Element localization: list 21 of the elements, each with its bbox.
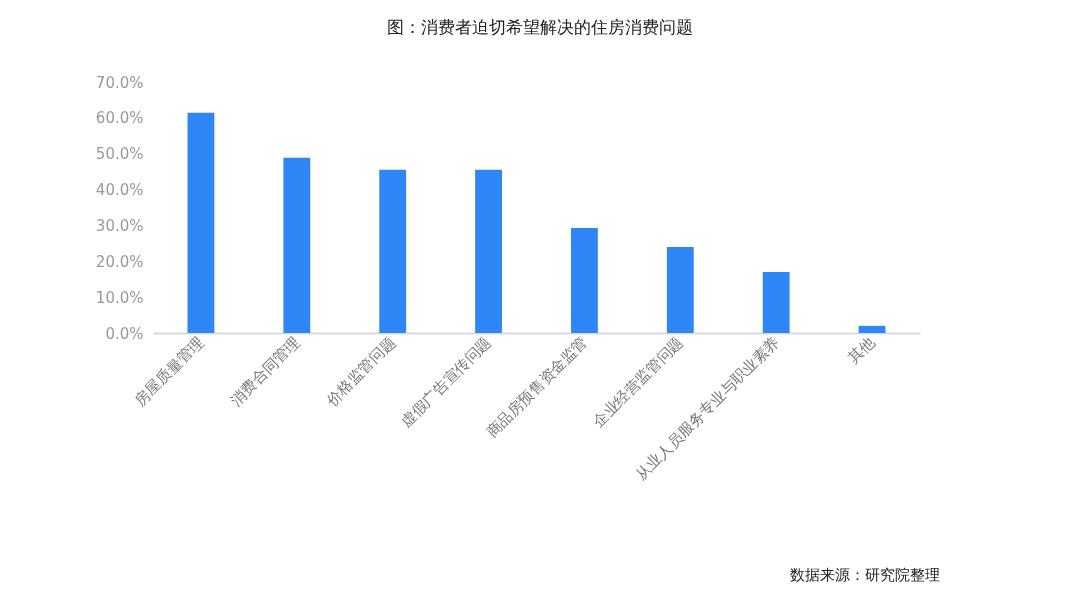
x-tick-label: 其他	[844, 333, 879, 368]
y-tick-label: 40.0%	[95, 181, 144, 200]
x-tick-label: 价格监管问题	[321, 333, 400, 411]
source-note: 数据来源：研究院整理	[790, 566, 940, 585]
y-tick-label: 0.0%	[105, 324, 144, 343]
y-tick-label: 60.0%	[95, 109, 144, 128]
bar	[187, 112, 215, 333]
y-tick-label: 20.0%	[95, 252, 144, 271]
bar	[858, 325, 886, 333]
bar	[762, 272, 790, 333]
bar	[666, 246, 694, 333]
y-tick-label: 70.0%	[95, 73, 144, 92]
bar	[475, 169, 502, 333]
bar	[379, 169, 407, 333]
y-tick-label: 30.0%	[95, 216, 144, 235]
chart-title: 图：消费者迫切希望解决的住房消费问题	[386, 16, 694, 39]
x-tick-label: 消费合同管理	[226, 333, 304, 410]
y-tick-label: 50.0%	[95, 145, 144, 164]
y-tick-label: 10.0%	[95, 288, 144, 307]
bar	[571, 227, 598, 333]
bar	[283, 157, 311, 333]
